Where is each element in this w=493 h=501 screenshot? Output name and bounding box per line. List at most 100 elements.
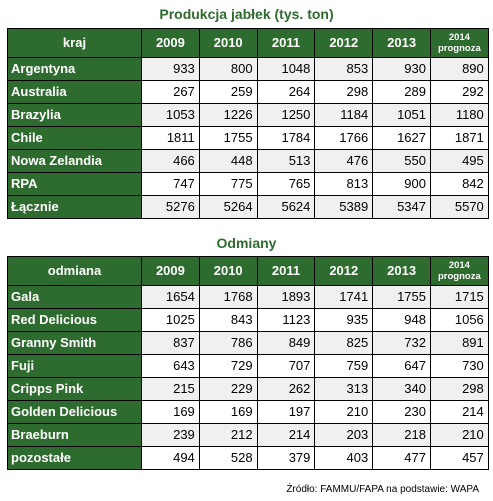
table-cell: 513	[256, 149, 316, 173]
table-cell: 890	[429, 57, 489, 81]
table-cell: 837	[141, 331, 200, 355]
table-cell: 313	[314, 377, 374, 401]
table-cell: 528	[198, 446, 258, 470]
table-row: Red Delicious 1025 843 1123 935 948 1056	[7, 308, 489, 332]
table-row: Braeburn 239 212 214 203 218 210	[7, 423, 489, 447]
table-cell: 298	[314, 80, 374, 104]
table-cell: 1766	[314, 126, 374, 150]
table-cell: 1768	[198, 285, 258, 309]
table-cell: 259	[198, 80, 258, 104]
table-cell: 765	[256, 172, 316, 196]
table-cell: 1755	[372, 285, 431, 309]
source-note: Źródło: FAMMU/FAPA na podstawie: WAPA	[286, 484, 479, 495]
column-header: odmiana	[7, 256, 142, 286]
table-cell: 730	[429, 354, 489, 378]
forecast-column-header: 2014 prognoza	[429, 256, 489, 286]
table-row: RPA 747 775 765 813 900 842	[7, 172, 489, 196]
column-header: 2009	[141, 28, 200, 58]
table-cell: 229	[198, 377, 258, 401]
row-label: Braeburn	[7, 423, 142, 447]
table-cell: 1715	[429, 285, 489, 309]
table-cell: 215	[141, 377, 200, 401]
table-cell: 732	[372, 331, 431, 355]
table-cell: 5624	[256, 195, 316, 219]
row-label: Cripps Pink	[7, 377, 142, 401]
table-cell: 1048	[256, 57, 316, 81]
table-cell: 5570	[429, 195, 489, 219]
table-cell: 775	[198, 172, 258, 196]
row-label: Nowa Zelandia	[7, 149, 142, 173]
column-header: 2013	[372, 256, 431, 286]
table-cell: 267	[141, 80, 200, 104]
table-cell: 1741	[314, 285, 374, 309]
table-row: Australia 267 259 264 298 289 292	[7, 80, 489, 104]
row-label: Red Delicious	[7, 308, 142, 332]
table-cell: 218	[372, 423, 431, 447]
table-cell: 457	[429, 446, 489, 470]
table-cell: 647	[372, 354, 431, 378]
table-cell: 169	[141, 400, 200, 424]
table-header-row: odmiana 2009 2010 2011 2012 2013 2014 pr…	[7, 256, 489, 286]
table-cell: 197	[256, 400, 316, 424]
table1-title: Produkcja jabłek (tys. ton)	[159, 6, 334, 22]
table-cell: 825	[314, 331, 374, 355]
table-cell: 900	[372, 172, 431, 196]
table-header-row: kraj 2009 2010 2011 2012 2013 2014 progn…	[7, 28, 489, 58]
column-header: 2013	[372, 28, 431, 58]
table-cell: 948	[372, 308, 431, 332]
table-cell: 1755	[198, 126, 258, 150]
table-cell: 1893	[256, 285, 316, 309]
table-cell: 210	[429, 423, 489, 447]
table-cell: 1871	[429, 126, 489, 150]
table-cell: 1654	[141, 285, 200, 309]
table-row: Granny Smith 837 786 849 825 732 891	[7, 331, 489, 355]
table-cell: 1056	[429, 308, 489, 332]
table-row: Cripps Pink 215 229 262 313 340 298	[7, 377, 489, 401]
table-cell: 466	[141, 149, 200, 173]
forecast-label: prognoza	[438, 271, 481, 282]
column-header: 2010	[198, 28, 258, 58]
table-cell: 5389	[314, 195, 374, 219]
table-cell: 214	[429, 400, 489, 424]
column-header: kraj	[7, 28, 142, 58]
row-label: RPA	[7, 172, 142, 196]
table-cell: 759	[314, 354, 374, 378]
row-label: Gala	[7, 285, 142, 309]
table-cell: 550	[372, 149, 431, 173]
row-label: Brazylia	[7, 103, 142, 127]
table-cell: 262	[256, 377, 316, 401]
forecast-label: prognoza	[438, 43, 481, 54]
table-cell: 476	[314, 149, 374, 173]
table-row: Nowa Zelandia 466 448 513 476 550 495	[7, 149, 489, 173]
table-cell: 707	[256, 354, 316, 378]
table-cell: 203	[314, 423, 374, 447]
table-cell: 340	[372, 377, 431, 401]
table-cell: 843	[198, 308, 258, 332]
table-cell: 230	[372, 400, 431, 424]
column-header: 2011	[256, 256, 316, 286]
table-cell: 1784	[256, 126, 316, 150]
row-label: Chile	[7, 126, 142, 150]
table-cell: 5276	[141, 195, 200, 219]
table-cell: 239	[141, 423, 200, 447]
table-cell: 494	[141, 446, 200, 470]
row-label: Australia	[7, 80, 142, 104]
row-label: Argentyna	[7, 57, 142, 81]
table-cell: 643	[141, 354, 200, 378]
table-row: Argentyna 933 800 1048 853 930 890	[7, 57, 489, 81]
table-cell: 1627	[372, 126, 431, 150]
row-label: pozostałe	[7, 446, 142, 470]
table-cell: 813	[314, 172, 374, 196]
table-cell: 5347	[372, 195, 431, 219]
column-header: 2012	[314, 256, 374, 286]
table-cell: 935	[314, 308, 374, 332]
table2-title: Odmiany	[216, 235, 277, 251]
table-cell: 1123	[256, 308, 316, 332]
table-cell: 786	[198, 331, 258, 355]
table-cell: 169	[198, 400, 258, 424]
table-cell: 264	[256, 80, 316, 104]
row-label: Fuji	[7, 354, 142, 378]
table-row: Gala 1654 1768 1893 1741 1755 1715	[7, 285, 489, 309]
table-cell: 212	[198, 423, 258, 447]
table-cell: 298	[429, 377, 489, 401]
